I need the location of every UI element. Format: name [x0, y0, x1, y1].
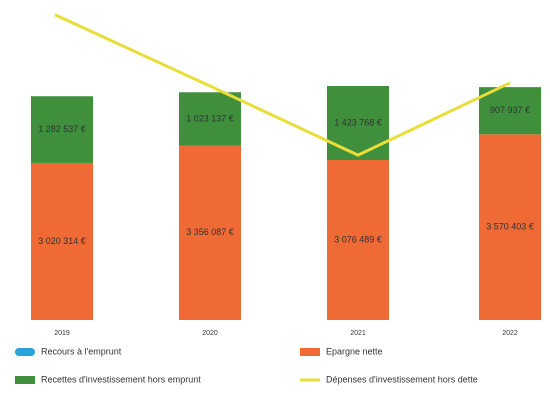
data-label: 3 076 489 € [334, 234, 382, 244]
bar-segment [179, 145, 241, 320]
data-label: 3 570 403 € [486, 222, 534, 232]
bar-segment [327, 85, 389, 161]
legend-swatch [15, 348, 35, 356]
data-label: 907 937 € [490, 105, 530, 115]
x-tick-label: 2019 [54, 330, 70, 337]
data-label: 1 423 768 € [334, 117, 382, 127]
legend-label: Recours à l'emprunt [41, 346, 122, 356]
bar-segment [179, 92, 241, 146]
bar-segment [31, 162, 93, 320]
legend-swatch [15, 376, 35, 384]
bar-segment [479, 87, 541, 135]
x-tick-label: 2021 [350, 330, 366, 337]
data-label: 1 282 537 € [38, 124, 86, 134]
line-series [54, 13, 511, 157]
data-label: 3 356 087 € [186, 227, 234, 237]
data-label: 3 020 314 € [38, 236, 86, 246]
bar-segment [327, 160, 389, 320]
legend-label: Recettes d'investissement hors emprunt [41, 374, 201, 384]
x-tick-label: 2022 [502, 330, 518, 337]
bar-segment [479, 134, 541, 320]
legend-label: Epargne nette [326, 346, 383, 356]
legend-swatch [300, 348, 320, 356]
bar-segment [31, 96, 93, 163]
x-tick-label: 2020 [202, 330, 218, 337]
data-label: 1 023 137 € [186, 113, 234, 123]
legend-label: Dépenses d'investissement hors dette [326, 374, 478, 384]
